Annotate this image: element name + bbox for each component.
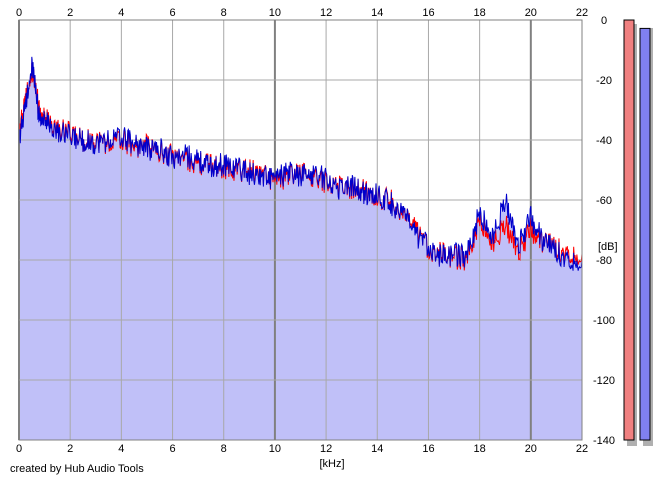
x-tick-label-bottom: 0: [16, 443, 22, 455]
x-tick-label-bottom: 12: [320, 443, 332, 455]
y-tick-label: -100: [593, 315, 615, 327]
x-tick-label-top: 8: [221, 7, 227, 19]
credit-text: created by Hub Audio Tools: [10, 463, 144, 475]
grid: [18, 19, 583, 441]
spectrum-fill: [19, 56, 582, 440]
x-tick-label-bottom: 4: [118, 443, 124, 455]
x-ticks-bottom: 0 2 4 6 8 10 12 14 16 18 20 22: [16, 443, 588, 455]
x-axis-label: [kHz]: [319, 458, 344, 470]
x-tick-label-top: 22: [576, 7, 588, 19]
x-tick-label-top: 6: [169, 7, 175, 19]
x-tick-label-top: 12: [320, 7, 332, 19]
x-tick-label-bottom: 20: [525, 443, 537, 455]
y-tick-label: -60: [596, 195, 612, 207]
x-ticks-top: 0 2 4 6 8 10 12 14 16 18 20 22: [16, 7, 588, 19]
x-tick-label-bottom: 14: [371, 443, 383, 455]
x-tick-label-bottom: 22: [576, 443, 588, 455]
spectrum-area: [19, 56, 582, 440]
x-tick-label-top: 4: [118, 7, 124, 19]
x-tick-label-bottom: 16: [422, 443, 434, 455]
x-tick-label-bottom: 6: [169, 443, 175, 455]
y-tick-label: -140: [593, 435, 615, 447]
x-tick-label-top: 20: [525, 7, 537, 19]
x-tick-label-bottom: 18: [474, 443, 486, 455]
y-tick-label: -80: [596, 255, 612, 267]
y-tick-label: 0: [601, 15, 607, 27]
plot-frame: [18, 19, 583, 441]
y-tick-label: -120: [593, 375, 615, 387]
level-meter-left: [623, 19, 637, 446]
x-tick-label-top: 0: [16, 7, 22, 19]
meter-left-bar: [623, 19, 635, 441]
level-meter-right: [639, 27, 653, 446]
x-tick-label-top: 16: [422, 7, 434, 19]
x-tick-label-bottom: 10: [269, 443, 281, 455]
x-tick-label-top: 10: [269, 7, 281, 19]
series-group: [18, 56, 583, 271]
y-tick-label: -40: [596, 135, 612, 147]
x-tick-label-top: 18: [474, 7, 486, 19]
meter-right-bar: [639, 27, 651, 441]
x-tick-label-bottom: 2: [67, 443, 73, 455]
y-ticks: 0 -20 -40 -60 -80 -100 -120 -140: [593, 15, 615, 447]
y-axis-label: [dB]: [598, 241, 618, 253]
x-tick-label-bottom: 8: [221, 443, 227, 455]
series-line-right: [18, 56, 583, 271]
x-tick-label-top: 14: [371, 7, 383, 19]
x-tick-label-top: 2: [67, 7, 73, 19]
y-tick-label: -20: [596, 75, 612, 87]
